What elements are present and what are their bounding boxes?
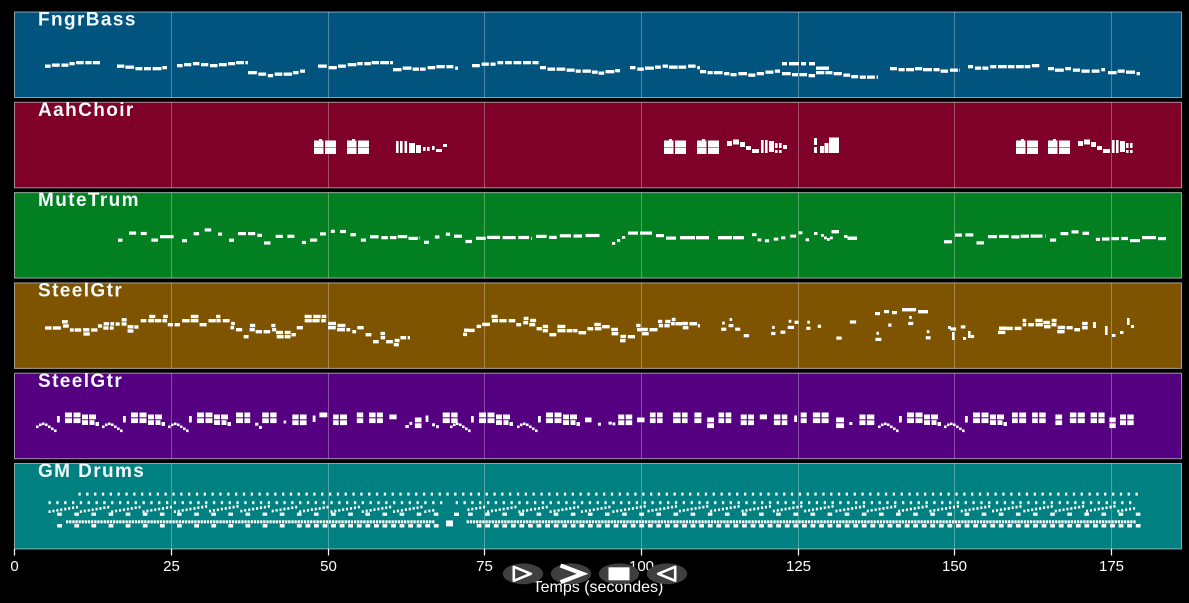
svg-text:50: 50 [320, 558, 337, 575]
svg-text:FngrBass: FngrBass [38, 10, 137, 31]
svg-text:GM Drums: GM Drums [38, 461, 145, 482]
svg-text:175: 175 [1099, 558, 1124, 575]
svg-text:75: 75 [476, 558, 493, 575]
svg-text:125: 125 [786, 558, 811, 575]
svg-text:SteelGtr: SteelGtr [38, 281, 123, 302]
svg-text:Temps (secondes): Temps (secondes) [533, 579, 664, 596]
svg-text:SteelGtr: SteelGtr [38, 371, 123, 392]
svg-text:150: 150 [942, 558, 967, 575]
svg-text:MuteTrum: MuteTrum [38, 190, 140, 211]
svg-text:AahChoir: AahChoir [38, 100, 135, 121]
svg-text:0: 0 [10, 558, 18, 575]
svg-text:25: 25 [163, 558, 180, 575]
